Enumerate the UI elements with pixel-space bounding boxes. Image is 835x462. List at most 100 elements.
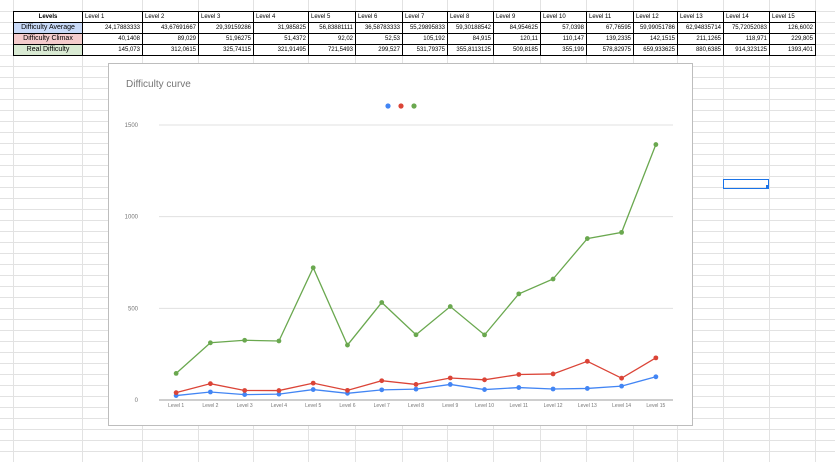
- table-cell[interactable]: 59,30188542: [447, 22, 494, 34]
- data-point[interactable]: [242, 392, 248, 398]
- row-label[interactable]: Real Difficulty: [13, 44, 83, 56]
- data-point[interactable]: [310, 387, 316, 392]
- table-cell[interactable]: 145,073: [82, 44, 143, 56]
- column-header[interactable]: Level 2: [142, 11, 199, 23]
- column-header[interactable]: Level 3: [198, 11, 254, 23]
- column-header[interactable]: Levels: [13, 11, 83, 23]
- data-point[interactable]: [447, 375, 453, 381]
- table-cell[interactable]: 914,323125: [723, 44, 770, 56]
- table-cell[interactable]: 118,971: [723, 33, 770, 45]
- data-point[interactable]: [413, 382, 419, 387]
- column-header[interactable]: Level 13: [677, 11, 724, 23]
- table-cell[interactable]: 139,2335: [586, 33, 634, 45]
- table-cell[interactable]: 721,5493: [308, 44, 356, 56]
- table-cell[interactable]: 229,805: [769, 33, 816, 45]
- data-point[interactable]: [619, 375, 624, 381]
- table-cell[interactable]: 355,8113125: [447, 44, 494, 56]
- selected-cell[interactable]: [723, 179, 769, 189]
- data-point[interactable]: [584, 358, 590, 364]
- table-cell[interactable]: 321,91495: [253, 44, 309, 56]
- table-cell[interactable]: 142,1515: [633, 33, 678, 45]
- fill-handle[interactable]: [766, 185, 769, 188]
- table-cell[interactable]: 75,72052083: [723, 22, 770, 34]
- data-point[interactable]: [447, 382, 453, 387]
- table-cell[interactable]: 56,83881111: [308, 22, 356, 34]
- data-point[interactable]: [653, 374, 659, 380]
- table-cell[interactable]: 509,8185: [493, 44, 541, 56]
- table-cell[interactable]: 312,0615: [142, 44, 199, 56]
- data-point[interactable]: [276, 391, 282, 397]
- data-point[interactable]: [208, 381, 213, 387]
- data-point[interactable]: [516, 385, 522, 390]
- row-label[interactable]: Difficulty Average: [13, 22, 83, 34]
- table-cell[interactable]: 43,67691667: [142, 22, 199, 34]
- data-point[interactable]: [173, 390, 179, 396]
- column-header[interactable]: Level 5: [308, 11, 356, 23]
- table-cell[interactable]: 1393,401: [769, 44, 816, 56]
- data-point[interactable]: [310, 380, 316, 386]
- column-header[interactable]: Level 11: [586, 11, 634, 23]
- table-cell[interactable]: 126,6002: [769, 22, 816, 34]
- data-point[interactable]: [550, 386, 556, 392]
- data-point[interactable]: [413, 386, 419, 392]
- table-cell[interactable]: 211,1265: [677, 33, 724, 45]
- table-cell[interactable]: 880,6385: [677, 44, 724, 56]
- column-header[interactable]: Level 1: [82, 11, 143, 23]
- data-point[interactable]: [516, 372, 522, 377]
- column-header[interactable]: Level 4: [253, 11, 309, 23]
- table-cell[interactable]: 325,74115: [198, 44, 254, 56]
- row-label[interactable]: Difficulty Climax: [13, 33, 83, 45]
- data-point[interactable]: [379, 387, 385, 393]
- data-point[interactable]: [345, 342, 350, 348]
- table-cell[interactable]: 89,029: [142, 33, 199, 45]
- table-cell[interactable]: 84,915: [447, 33, 494, 45]
- data-point[interactable]: [242, 388, 248, 393]
- data-point[interactable]: [208, 340, 213, 346]
- column-header[interactable]: Level 8: [447, 11, 494, 23]
- table-cell[interactable]: 92,02: [308, 33, 356, 45]
- table-cell[interactable]: 51,96275: [198, 33, 254, 45]
- table-cell[interactable]: 299,527: [355, 44, 403, 56]
- column-header[interactable]: Level 6: [355, 11, 403, 23]
- data-point[interactable]: [584, 386, 590, 391]
- data-point[interactable]: [653, 142, 659, 147]
- data-point[interactable]: [653, 355, 659, 361]
- data-point[interactable]: [550, 371, 556, 377]
- table-cell[interactable]: 531,79375: [402, 44, 448, 56]
- column-header[interactable]: Level 7: [402, 11, 448, 23]
- table-cell[interactable]: 355,199: [540, 44, 587, 56]
- data-point[interactable]: [482, 332, 487, 338]
- difficulty-chart[interactable]: Difficulty curve 0 500 1000 1500 Level 1 Leve…: [108, 63, 693, 426]
- table-cell[interactable]: 31,985825: [253, 22, 309, 34]
- data-point[interactable]: [379, 378, 385, 384]
- data-point[interactable]: [242, 337, 248, 343]
- data-point[interactable]: [276, 338, 282, 344]
- data-point[interactable]: [276, 388, 282, 393]
- data-point[interactable]: [482, 387, 487, 392]
- data-point[interactable]: [173, 371, 179, 376]
- table-cell[interactable]: 55,29895833: [402, 22, 448, 34]
- table-cell[interactable]: 120,11: [493, 33, 541, 45]
- table-cell[interactable]: 67,76595: [586, 22, 634, 34]
- legend-marker[interactable]: [385, 103, 391, 109]
- data-point[interactable]: [310, 265, 316, 271]
- data-point[interactable]: [379, 300, 385, 305]
- legend-marker[interactable]: [398, 103, 404, 109]
- data-point[interactable]: [208, 389, 213, 395]
- column-header[interactable]: Level 15: [769, 11, 816, 23]
- data-point[interactable]: [345, 387, 350, 393]
- table-cell[interactable]: 52,53: [355, 33, 403, 45]
- table-cell[interactable]: 59,99051786: [633, 22, 678, 34]
- data-point[interactable]: [619, 383, 624, 389]
- data-point[interactable]: [516, 291, 522, 297]
- table-cell[interactable]: 659,933625: [633, 44, 678, 56]
- table-cell[interactable]: 57,0398: [540, 22, 587, 34]
- table-cell[interactable]: 105,192: [402, 33, 448, 45]
- column-header[interactable]: Level 10: [540, 11, 587, 23]
- table-cell[interactable]: 62,94835714: [677, 22, 724, 34]
- table-cell[interactable]: 578,82975: [586, 44, 634, 56]
- table-cell[interactable]: 51,4372: [253, 33, 309, 45]
- column-header[interactable]: Level 12: [633, 11, 678, 23]
- table-cell[interactable]: 36,58783333: [355, 22, 403, 34]
- table-cell[interactable]: 24,17883333: [82, 22, 143, 34]
